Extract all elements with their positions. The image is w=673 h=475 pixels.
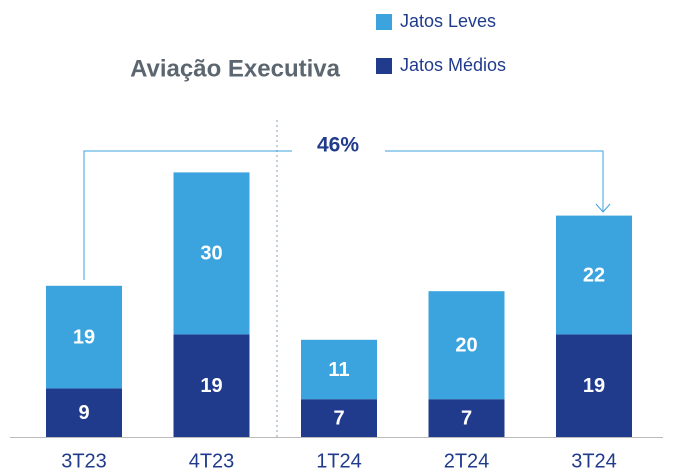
bar-segment — [556, 334, 632, 437]
value-label: 7 — [333, 407, 344, 429]
x-tick-label: 1T24 — [316, 450, 362, 472]
value-label: 11 — [328, 359, 349, 381]
value-label: 30 — [200, 243, 222, 265]
bar-segment — [301, 339, 377, 400]
bar-segment — [556, 215, 632, 335]
value-label: 19 — [200, 375, 222, 397]
bar-segment — [301, 399, 377, 437]
bar-segment — [173, 172, 250, 335]
value-label: 19 — [583, 375, 605, 397]
bar-segment — [46, 388, 122, 437]
value-label: 7 — [461, 407, 472, 429]
annotation-line — [83, 150, 292, 280]
legend-label: Jatos Médios — [400, 55, 506, 75]
x-tick-label: 3T24 — [571, 450, 617, 472]
annotation-arrow — [595, 203, 611, 213]
x-tick-label: 3T23 — [61, 450, 107, 472]
value-label: 9 — [78, 402, 89, 424]
bar-segment — [428, 399, 505, 437]
value-label: 22 — [583, 264, 605, 286]
bar-segment — [428, 291, 505, 400]
legend-label: Jatos Leves — [400, 11, 496, 31]
value-label: 20 — [455, 334, 477, 356]
annotation-line — [385, 150, 604, 212]
value-label: 19 — [73, 326, 95, 348]
chart-title: Aviação Executiva — [130, 55, 341, 82]
bar-segment — [173, 334, 250, 437]
x-tick-label: 4T23 — [189, 450, 235, 472]
legend-swatch — [376, 58, 392, 74]
annotation: 46% — [317, 134, 359, 157]
legend-swatch — [376, 14, 392, 30]
bar-segment — [46, 285, 122, 389]
x-tick-label: 2T24 — [444, 450, 490, 472]
